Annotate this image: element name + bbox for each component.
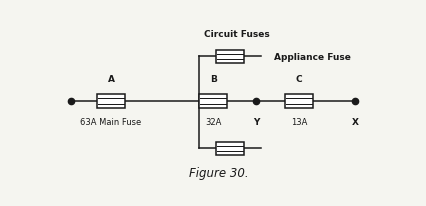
- Text: C: C: [296, 75, 302, 84]
- Text: A: A: [107, 75, 115, 84]
- Text: B: B: [210, 75, 217, 84]
- Text: X: X: [352, 117, 359, 126]
- Text: Appliance Fuse: Appliance Fuse: [274, 53, 351, 62]
- Text: Figure 30.: Figure 30.: [189, 167, 248, 180]
- Text: Y: Y: [253, 117, 259, 126]
- Text: 63A Main Fuse: 63A Main Fuse: [81, 117, 142, 126]
- Text: Circuit Fuses: Circuit Fuses: [204, 30, 269, 39]
- Bar: [216, 142, 244, 155]
- Bar: [199, 94, 227, 108]
- Bar: [97, 94, 125, 108]
- Text: 32A: 32A: [205, 117, 222, 126]
- Bar: [216, 50, 244, 63]
- Bar: [285, 94, 313, 108]
- Text: 13A: 13A: [291, 117, 308, 126]
